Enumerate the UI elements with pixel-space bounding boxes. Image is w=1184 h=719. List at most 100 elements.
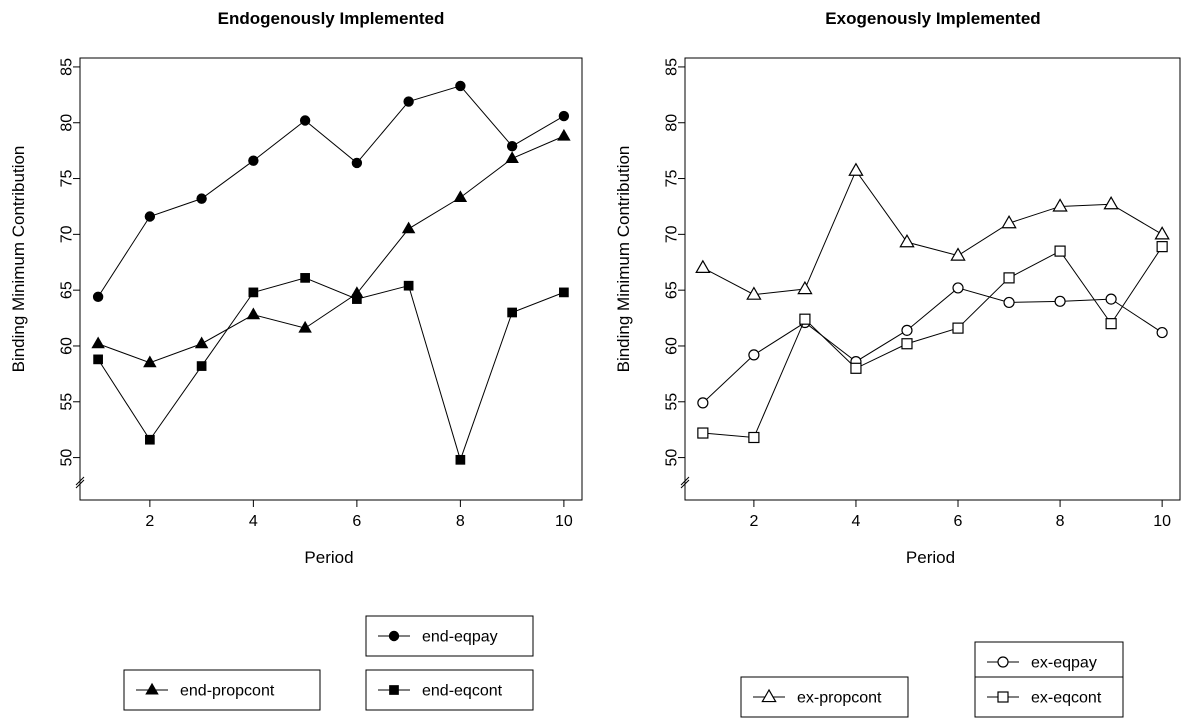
data-point-ex-eqpay: [1054, 295, 1066, 307]
data-point-end-eqcont: [455, 454, 466, 465]
data-point-end-propcont: [401, 221, 416, 234]
data-point-end-propcont: [194, 336, 209, 349]
data-point-ex-eqcont: [901, 338, 913, 350]
plot-frame: [79, 57, 583, 501]
data-point-ex-propcont: [695, 259, 711, 273]
chart-title: Endogenously Implemented: [218, 9, 445, 28]
y-tick-label: 60: [59, 337, 76, 355]
data-point-end-propcont: [453, 190, 468, 203]
x-tick-label: 6: [352, 513, 361, 530]
data-point-ex-propcont: [950, 247, 966, 261]
x-tick-label: 8: [456, 513, 465, 530]
data-point-end-eqcont: [196, 361, 207, 371]
data-point-end-eqpay: [351, 157, 363, 169]
series-line-end-eqcont: [97, 277, 565, 462]
data-point-end-eqpay: [558, 110, 570, 122]
y-tick-label: 75: [664, 170, 681, 188]
data-point-ex-propcont: [746, 286, 762, 300]
data-point-ex-eqpay: [1003, 296, 1015, 309]
x-tick-label: 2: [749, 513, 758, 530]
legend-label: end-propcont: [180, 683, 275, 700]
data-point-end-propcont: [298, 320, 312, 333]
y-axis-label: Binding Minimum Contribution: [9, 146, 28, 373]
axis-break: [680, 476, 690, 486]
x-tick-label: 4: [852, 513, 861, 530]
data-point-end-eqpay: [144, 211, 156, 222]
y-tick-label: 65: [59, 281, 76, 299]
legend-marker: [997, 656, 1009, 668]
legend-marker: [389, 685, 399, 695]
y-tick-label: 65: [664, 281, 681, 299]
y-tick-label: 70: [59, 225, 76, 243]
y-tick-label: 70: [664, 225, 681, 243]
series-line-ex-propcont: [702, 169, 1163, 296]
data-point-ex-eqcont: [952, 322, 964, 334]
data-point-ex-eqcont: [1003, 272, 1015, 284]
data-point-end-eqcont: [145, 434, 155, 445]
y-tick-label: 50: [664, 449, 681, 467]
x-tick-label: 6: [954, 513, 963, 530]
legend-marker: [761, 688, 777, 703]
data-point-end-eqpay: [92, 291, 104, 303]
y-tick-label: 60: [664, 337, 681, 355]
data-point-ex-eqpay: [1105, 293, 1117, 305]
data-point-end-propcont: [505, 151, 519, 163]
data-point-end-propcont: [143, 355, 157, 368]
axis-break: [680, 479, 690, 489]
legend-marker: [145, 682, 159, 695]
x-tick-label: 4: [249, 513, 258, 530]
data-point-ex-eqcont: [850, 362, 862, 374]
data-point-end-eqpay: [403, 96, 414, 107]
series-line-ex-eqpay: [702, 287, 1163, 404]
y-tick-label: 85: [664, 58, 681, 76]
legend-marker: [388, 630, 400, 642]
data-point-end-eqpay: [455, 80, 466, 92]
legend-label: end-eqcont: [422, 683, 503, 700]
x-tick-label: 8: [1056, 513, 1065, 530]
legend-label: ex-eqpay: [1031, 655, 1097, 672]
data-point-ex-propcont: [899, 233, 915, 248]
x-tick-label: 10: [555, 513, 573, 530]
data-point-ex-eqcont: [1105, 318, 1117, 330]
data-point-ex-eqpay: [748, 349, 760, 361]
data-point-end-eqpay: [506, 140, 518, 152]
data-point-ex-propcont: [1001, 214, 1017, 229]
data-point-ex-eqpay: [901, 324, 913, 336]
x-tick-label: 2: [145, 513, 154, 530]
data-point-end-eqpay: [248, 155, 259, 166]
x-axis-label: Period: [304, 548, 353, 567]
series-line-ex-eqcont: [702, 246, 1163, 439]
data-point-end-propcont: [246, 307, 261, 320]
legend-box: [365, 669, 534, 711]
data-point-ex-propcont: [797, 280, 813, 295]
legend-label: end-eqpay: [422, 629, 498, 646]
data-point-end-eqcont: [300, 273, 310, 283]
data-point-ex-propcont: [1154, 226, 1170, 240]
data-point-ex-eqcont: [748, 431, 760, 444]
data-point-end-eqpay: [299, 115, 311, 126]
axis-break: [75, 479, 85, 489]
legend-label: ex-propcont: [797, 690, 882, 707]
data-point-end-eqcont: [403, 280, 414, 291]
data-point-ex-propcont: [848, 162, 864, 176]
y-tick-label: 80: [59, 114, 76, 132]
chart-exogenous: Exogenously Implemented 50 55 60 65 70 75 80 85 2…: [614, 9, 1181, 718]
data-point-end-eqcont: [559, 287, 569, 298]
y-axis-label: Binding Minimum Contribution: [614, 146, 633, 373]
data-point-end-eqcont: [352, 294, 362, 304]
data-point-ex-eqcont: [799, 313, 811, 325]
y-tick-label: 80: [664, 114, 681, 132]
data-point-end-eqcont: [248, 287, 259, 298]
chart-title: Exogenously Implemented: [825, 9, 1040, 28]
y-tick-label: 55: [664, 393, 681, 411]
data-point-end-propcont: [91, 336, 105, 349]
y-tick-label: 55: [59, 393, 76, 411]
y-tick-label: 85: [59, 58, 76, 76]
series-line-end-eqpay: [97, 85, 565, 298]
y-tick-label: 50: [59, 449, 76, 467]
data-point-ex-eqpay: [697, 397, 709, 409]
x-axis-label: Period: [906, 548, 955, 567]
x-tick-label: 10: [1153, 513, 1171, 530]
data-point-ex-eqpay: [952, 282, 964, 294]
data-point-ex-propcont: [1052, 198, 1068, 212]
